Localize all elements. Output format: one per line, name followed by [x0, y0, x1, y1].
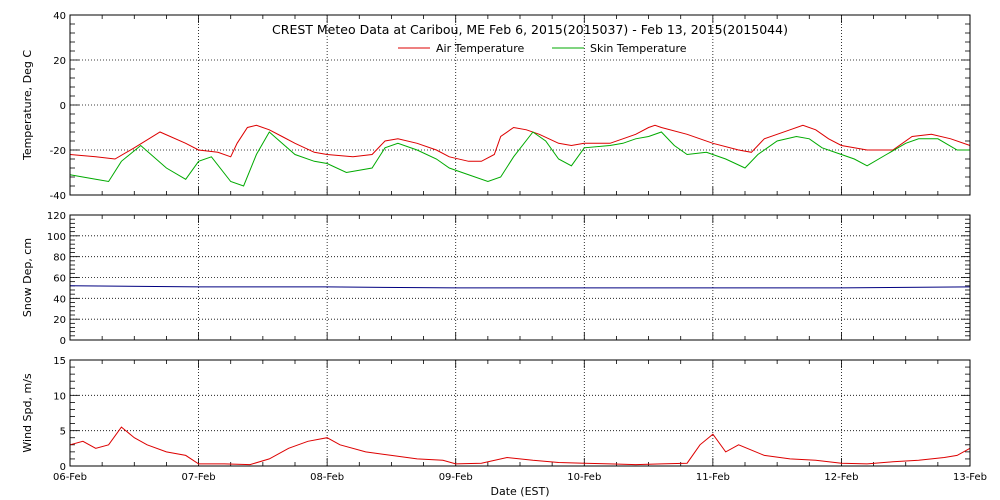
- y-axis-title: Snow Dep, cm: [21, 238, 34, 317]
- y-tick-label: 20: [53, 56, 66, 67]
- y-tick-label: 60: [53, 274, 66, 285]
- chart-title: CREST Meteo Data at Caribou, ME Feb 6, 2…: [272, 22, 788, 37]
- y-tick-label: -20: [50, 146, 66, 157]
- x-tick-label: 13-Feb: [953, 472, 987, 483]
- y-tick-label: 0: [60, 336, 66, 347]
- legend-label-1: Skin Temperature: [590, 42, 687, 55]
- plot-frame: [69, 14, 971, 196]
- x-tick-label: 08-Feb: [310, 472, 344, 483]
- plot-frame: [69, 359, 971, 467]
- y-tick-label: 80: [53, 253, 66, 264]
- x-tick-label: 12-Feb: [824, 472, 858, 483]
- legend-label-0: Air Temperature: [436, 42, 525, 55]
- x-tick-label: 07-Feb: [182, 472, 216, 483]
- y-tick-label: 5: [60, 427, 66, 438]
- series-line-wind-0: [69, 426, 971, 466]
- x-tick-label: 11-Feb: [696, 472, 730, 483]
- y-tick-label: 120: [47, 211, 66, 222]
- y-axis-title: Wind Spd, m/s: [21, 373, 34, 453]
- y-tick-label: 100: [47, 232, 66, 243]
- y-tick-label: 0: [60, 462, 66, 473]
- y-axis-title: Temperature, Deg C: [21, 50, 34, 161]
- y-tick-label: 20: [53, 315, 66, 326]
- y-tick-label: 15: [53, 356, 66, 367]
- series-line-snow-0: [69, 285, 971, 289]
- series-line-temperature-0: [69, 124, 971, 162]
- x-tick-label: 06-Feb: [53, 472, 87, 483]
- y-tick-label: 10: [53, 391, 66, 402]
- y-tick-label: 0: [60, 101, 66, 112]
- x-axis-title: Date (EST): [490, 485, 549, 498]
- series-line-temperature-1: [69, 131, 970, 187]
- plot-frame: [69, 214, 971, 341]
- x-tick-label: 09-Feb: [439, 472, 473, 483]
- y-tick-label: 40: [53, 294, 66, 305]
- y-tick-label: -40: [50, 191, 66, 202]
- y-tick-label: 40: [53, 11, 66, 22]
- x-tick-label: 10-Feb: [567, 472, 601, 483]
